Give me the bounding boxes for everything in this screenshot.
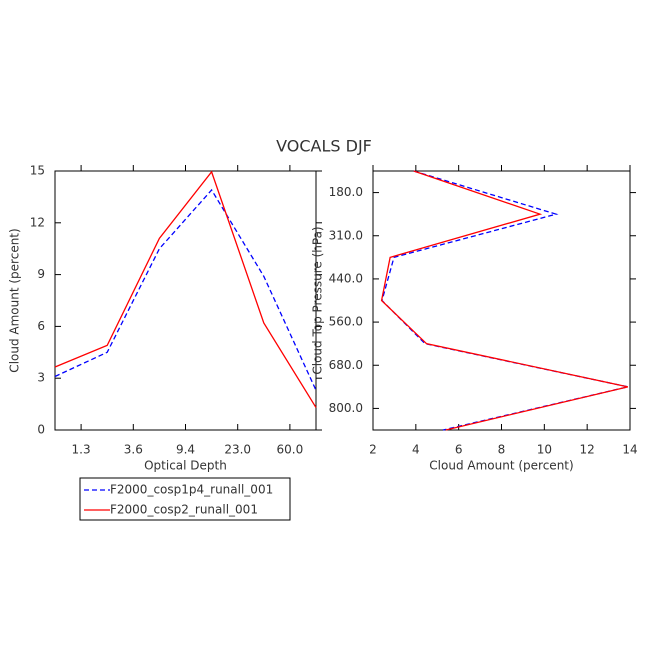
y-tick-label: 9: [37, 267, 45, 281]
x-tick-label: 14: [622, 443, 637, 457]
y-axis-label: Cloud Top Pressure (hPa): [311, 226, 325, 374]
figure-title: VOCALS DJF: [276, 137, 372, 156]
y-tick-label: 310.0: [329, 228, 363, 242]
x-tick-label: 23.0: [224, 443, 251, 457]
x-tick-label: 8: [498, 443, 506, 457]
x-tick-label: 12: [580, 443, 595, 457]
x-tick-label: 10: [537, 443, 552, 457]
x-tick-label: 9.4: [176, 443, 195, 457]
y-tick-label: 0: [37, 423, 45, 437]
x-tick-label: 3.6: [124, 443, 143, 457]
y-tick-label: 6: [37, 319, 45, 333]
legend-label: F2000_cosp2_runall_001: [110, 503, 258, 517]
series-line: [54, 188, 317, 391]
y-tick-label: 800.0: [329, 401, 363, 415]
legend-label: F2000_cosp1p4_runall_001: [110, 483, 273, 497]
x-tick-label: 6: [455, 443, 463, 457]
x-tick-label: 60.0: [277, 443, 304, 457]
legend-box: [79, 477, 291, 521]
y-tick-label: 560.0: [329, 315, 363, 329]
series-line: [381, 170, 629, 431]
y-axis-label: Cloud Amount (percent): [8, 228, 22, 372]
x-tick-label: 1.3: [72, 443, 91, 457]
x-tick-label: 2: [369, 443, 377, 457]
plot-frame: [54, 170, 317, 431]
x-axis-label: Cloud Amount (percent): [429, 459, 573, 473]
x-tick-label: 4: [412, 443, 420, 457]
x-axis-label: Optical Depth: [144, 459, 227, 473]
y-tick-label: 440.0: [329, 271, 363, 285]
y-tick-label: 680.0: [329, 358, 363, 372]
series-line: [54, 170, 317, 408]
y-tick-label: 15: [30, 164, 45, 178]
series-line: [380, 170, 629, 431]
y-tick-label: 180.0: [329, 185, 363, 199]
plot-frame: [372, 170, 631, 431]
y-tick-label: 3: [37, 371, 45, 385]
y-tick-label: 12: [30, 215, 45, 229]
